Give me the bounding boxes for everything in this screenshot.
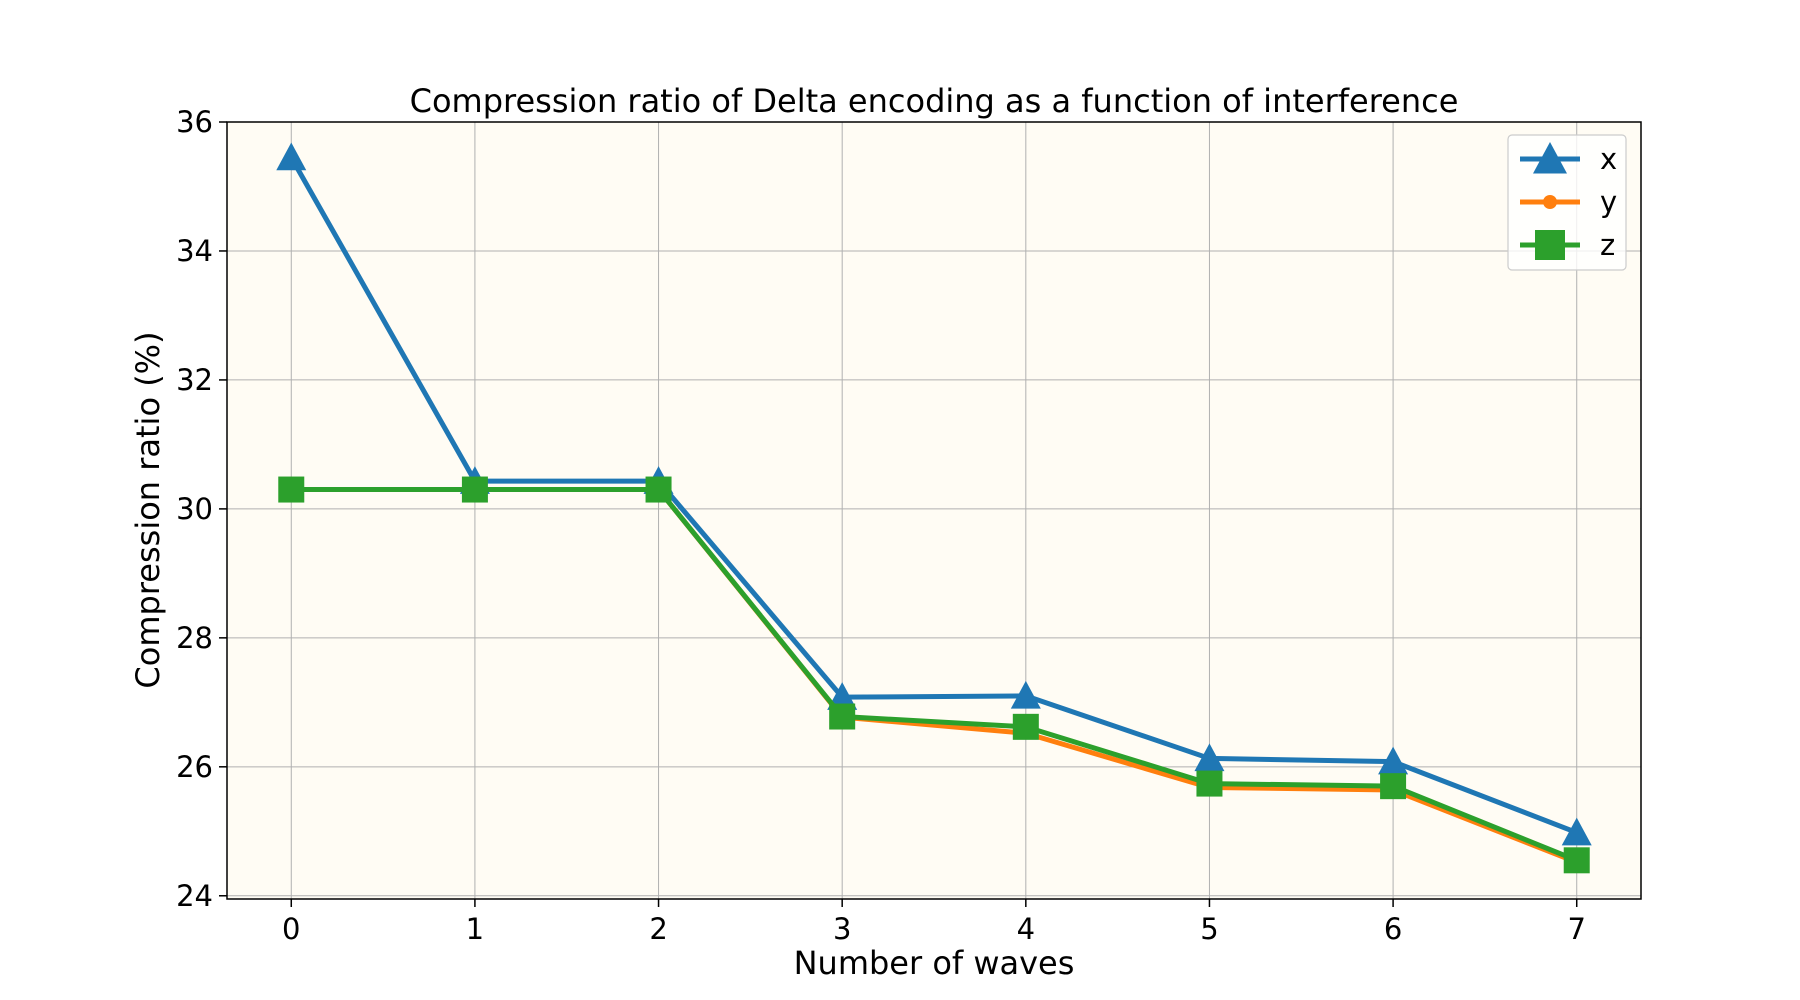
x-tick-label: 4	[1017, 912, 1035, 946]
series-z-point	[461, 476, 488, 503]
series-z	[278, 476, 1590, 874]
y-tick-label: 30	[176, 492, 213, 526]
y-tick-label: 36	[176, 105, 213, 139]
x-tick-label: 3	[833, 912, 851, 946]
legend-label: z	[1600, 228, 1615, 262]
series-x-point	[1378, 746, 1409, 775]
legend-entry-y: y	[1520, 185, 1617, 219]
series-x-point	[276, 142, 307, 171]
series-z-point	[829, 703, 856, 730]
series-x-point	[1194, 743, 1225, 772]
series-x-point	[1561, 817, 1592, 846]
chart-title: Compression ratio of Delta encoding as a…	[410, 82, 1459, 120]
series-z-line	[291, 487, 1578, 863]
series-x-point	[1010, 680, 1041, 709]
y-tick-label: 28	[176, 621, 213, 655]
x-tick-label: 7	[1568, 912, 1586, 946]
series-layer	[276, 142, 1592, 874]
y-axis-title: Compression ratio (%)	[129, 331, 167, 688]
legend-entry-z: z	[1520, 228, 1615, 262]
x-tick-label: 1	[466, 912, 484, 946]
y-tick-label: 26	[176, 750, 213, 784]
legend-label: y	[1600, 185, 1617, 219]
x-axis-title: Number of waves	[794, 944, 1075, 982]
legend: xyz	[1507, 134, 1627, 271]
series-x-line	[289, 156, 1578, 835]
x-tick-label: 2	[649, 912, 667, 946]
legend-marker	[1535, 230, 1565, 260]
series-z-point	[1563, 847, 1590, 874]
plot-background	[227, 122, 1641, 899]
plot-frame	[226, 121, 1642, 900]
legend-marker	[1533, 142, 1567, 174]
legend-marker	[1543, 195, 1557, 209]
series-x-point	[827, 682, 858, 710]
x-tick-label: 5	[1200, 912, 1218, 946]
y-tick-label: 24	[176, 879, 213, 913]
series-z-point	[1196, 770, 1223, 797]
x-tick-label: 0	[282, 912, 300, 946]
series-z-point	[1012, 713, 1039, 740]
series-z-point	[278, 476, 305, 503]
series-z-point	[645, 476, 672, 503]
y-tick-label: 32	[176, 363, 213, 397]
series-z-point	[1380, 773, 1407, 800]
legend-label: x	[1600, 142, 1617, 176]
x-tick-label: 6	[1384, 912, 1402, 946]
legend-entry-x: x	[1520, 142, 1617, 176]
y-tick-label: 34	[176, 234, 213, 268]
